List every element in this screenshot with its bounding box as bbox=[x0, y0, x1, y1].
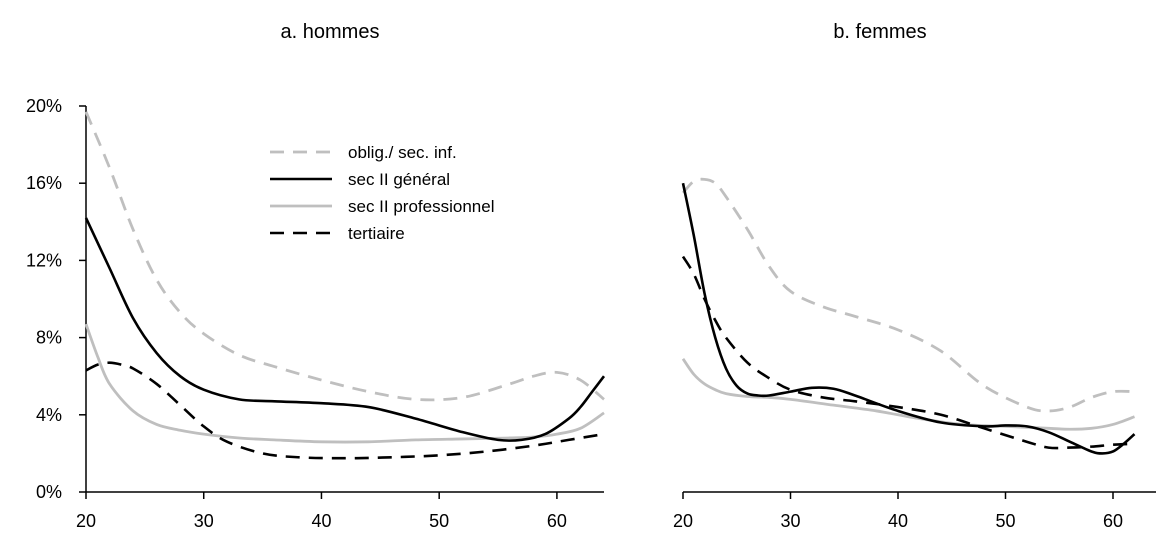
legend-label: sec II professionnel bbox=[348, 197, 494, 216]
y-tick-label: 20% bbox=[26, 96, 62, 116]
x-tick-label: 60 bbox=[1103, 511, 1123, 531]
x-tick-label: 20 bbox=[76, 511, 96, 531]
series-line-general bbox=[84, 217, 606, 443]
series-line-tert bbox=[681, 255, 1135, 450]
y-tick-label: 0% bbox=[36, 482, 62, 502]
series-line-prof bbox=[84, 323, 605, 444]
y-tick-label: 8% bbox=[36, 328, 62, 348]
y-tick-label: 16% bbox=[26, 173, 62, 193]
x-tick-label: 30 bbox=[194, 511, 214, 531]
legend-label: oblig./ sec. inf. bbox=[348, 143, 457, 162]
x-tick-label: 30 bbox=[780, 511, 800, 531]
x-tick-label: 20 bbox=[673, 511, 693, 531]
y-tick-label: 12% bbox=[26, 250, 62, 270]
x-tick-label: 60 bbox=[547, 511, 567, 531]
series-line-general bbox=[681, 182, 1136, 455]
legend-label: sec II général bbox=[348, 170, 450, 189]
panel-title-a: a. hommes bbox=[281, 21, 380, 43]
series-line-tert bbox=[85, 361, 605, 460]
series-line-oblig bbox=[84, 111, 605, 402]
legend-label: tertiaire bbox=[348, 224, 405, 243]
series-line-prof bbox=[681, 358, 1135, 431]
y-tick-label: 4% bbox=[36, 405, 62, 425]
x-tick-label: 50 bbox=[429, 511, 449, 531]
x-tick-label: 50 bbox=[995, 511, 1015, 531]
series-line-oblig bbox=[681, 177, 1135, 413]
x-tick-label: 40 bbox=[311, 511, 331, 531]
panel-title-b: b. femmes bbox=[833, 21, 926, 43]
x-tick-label: 40 bbox=[888, 511, 908, 531]
